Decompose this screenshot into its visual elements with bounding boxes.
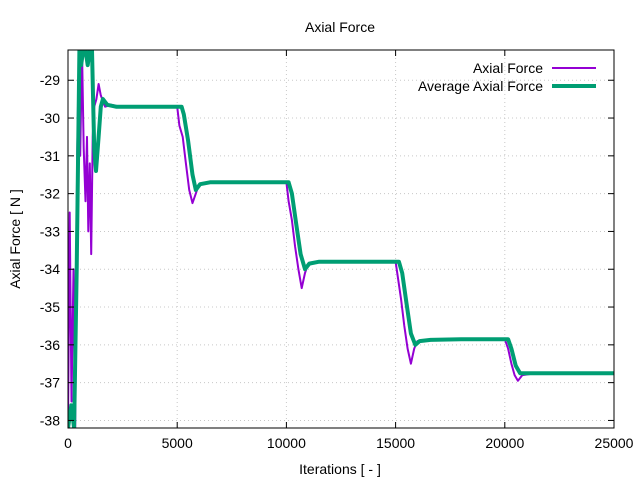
x-axis-label: Iterations [ - ] bbox=[299, 461, 381, 477]
x-tick-label: 0 bbox=[64, 435, 72, 451]
series-line-average-axial-force bbox=[68, 50, 614, 428]
y-tick-label: -31 bbox=[40, 148, 60, 164]
y-tick-label: -37 bbox=[40, 375, 60, 391]
y-axis-label: Axial Force [ N ] bbox=[7, 189, 23, 289]
y-tick-label: -29 bbox=[40, 72, 60, 88]
y-tick-label: -35 bbox=[40, 299, 60, 315]
series-layer bbox=[68, 50, 614, 428]
legend: Axial Force Average Axial Force bbox=[418, 60, 596, 94]
x-tick-label: 25000 bbox=[595, 435, 634, 451]
y-tick-label: -38 bbox=[40, 412, 60, 428]
legend-label-average-axial-force: Average Axial Force bbox=[418, 78, 543, 94]
x-tick-label: 15000 bbox=[376, 435, 415, 451]
x-tick-label: 20000 bbox=[485, 435, 524, 451]
y-tick-label: -36 bbox=[40, 337, 60, 353]
grid-lines bbox=[68, 50, 614, 428]
y-tick-label: -34 bbox=[40, 261, 60, 277]
y-tick-label: -32 bbox=[40, 186, 60, 202]
y-tick-label: -33 bbox=[40, 223, 60, 239]
chart-title: Axial Force bbox=[305, 19, 375, 35]
plot-frame bbox=[67, 49, 615, 429]
y-tick-label: -30 bbox=[40, 110, 60, 126]
x-tick-label: 5000 bbox=[162, 435, 193, 451]
x-tick-label: 10000 bbox=[267, 435, 306, 451]
axis-ticks: 0 5000 10000 15000 20000 25000 -38 -37 -36 -35 -34… bbox=[40, 50, 634, 451]
legend-label-axial-force: Axial Force bbox=[473, 60, 543, 76]
